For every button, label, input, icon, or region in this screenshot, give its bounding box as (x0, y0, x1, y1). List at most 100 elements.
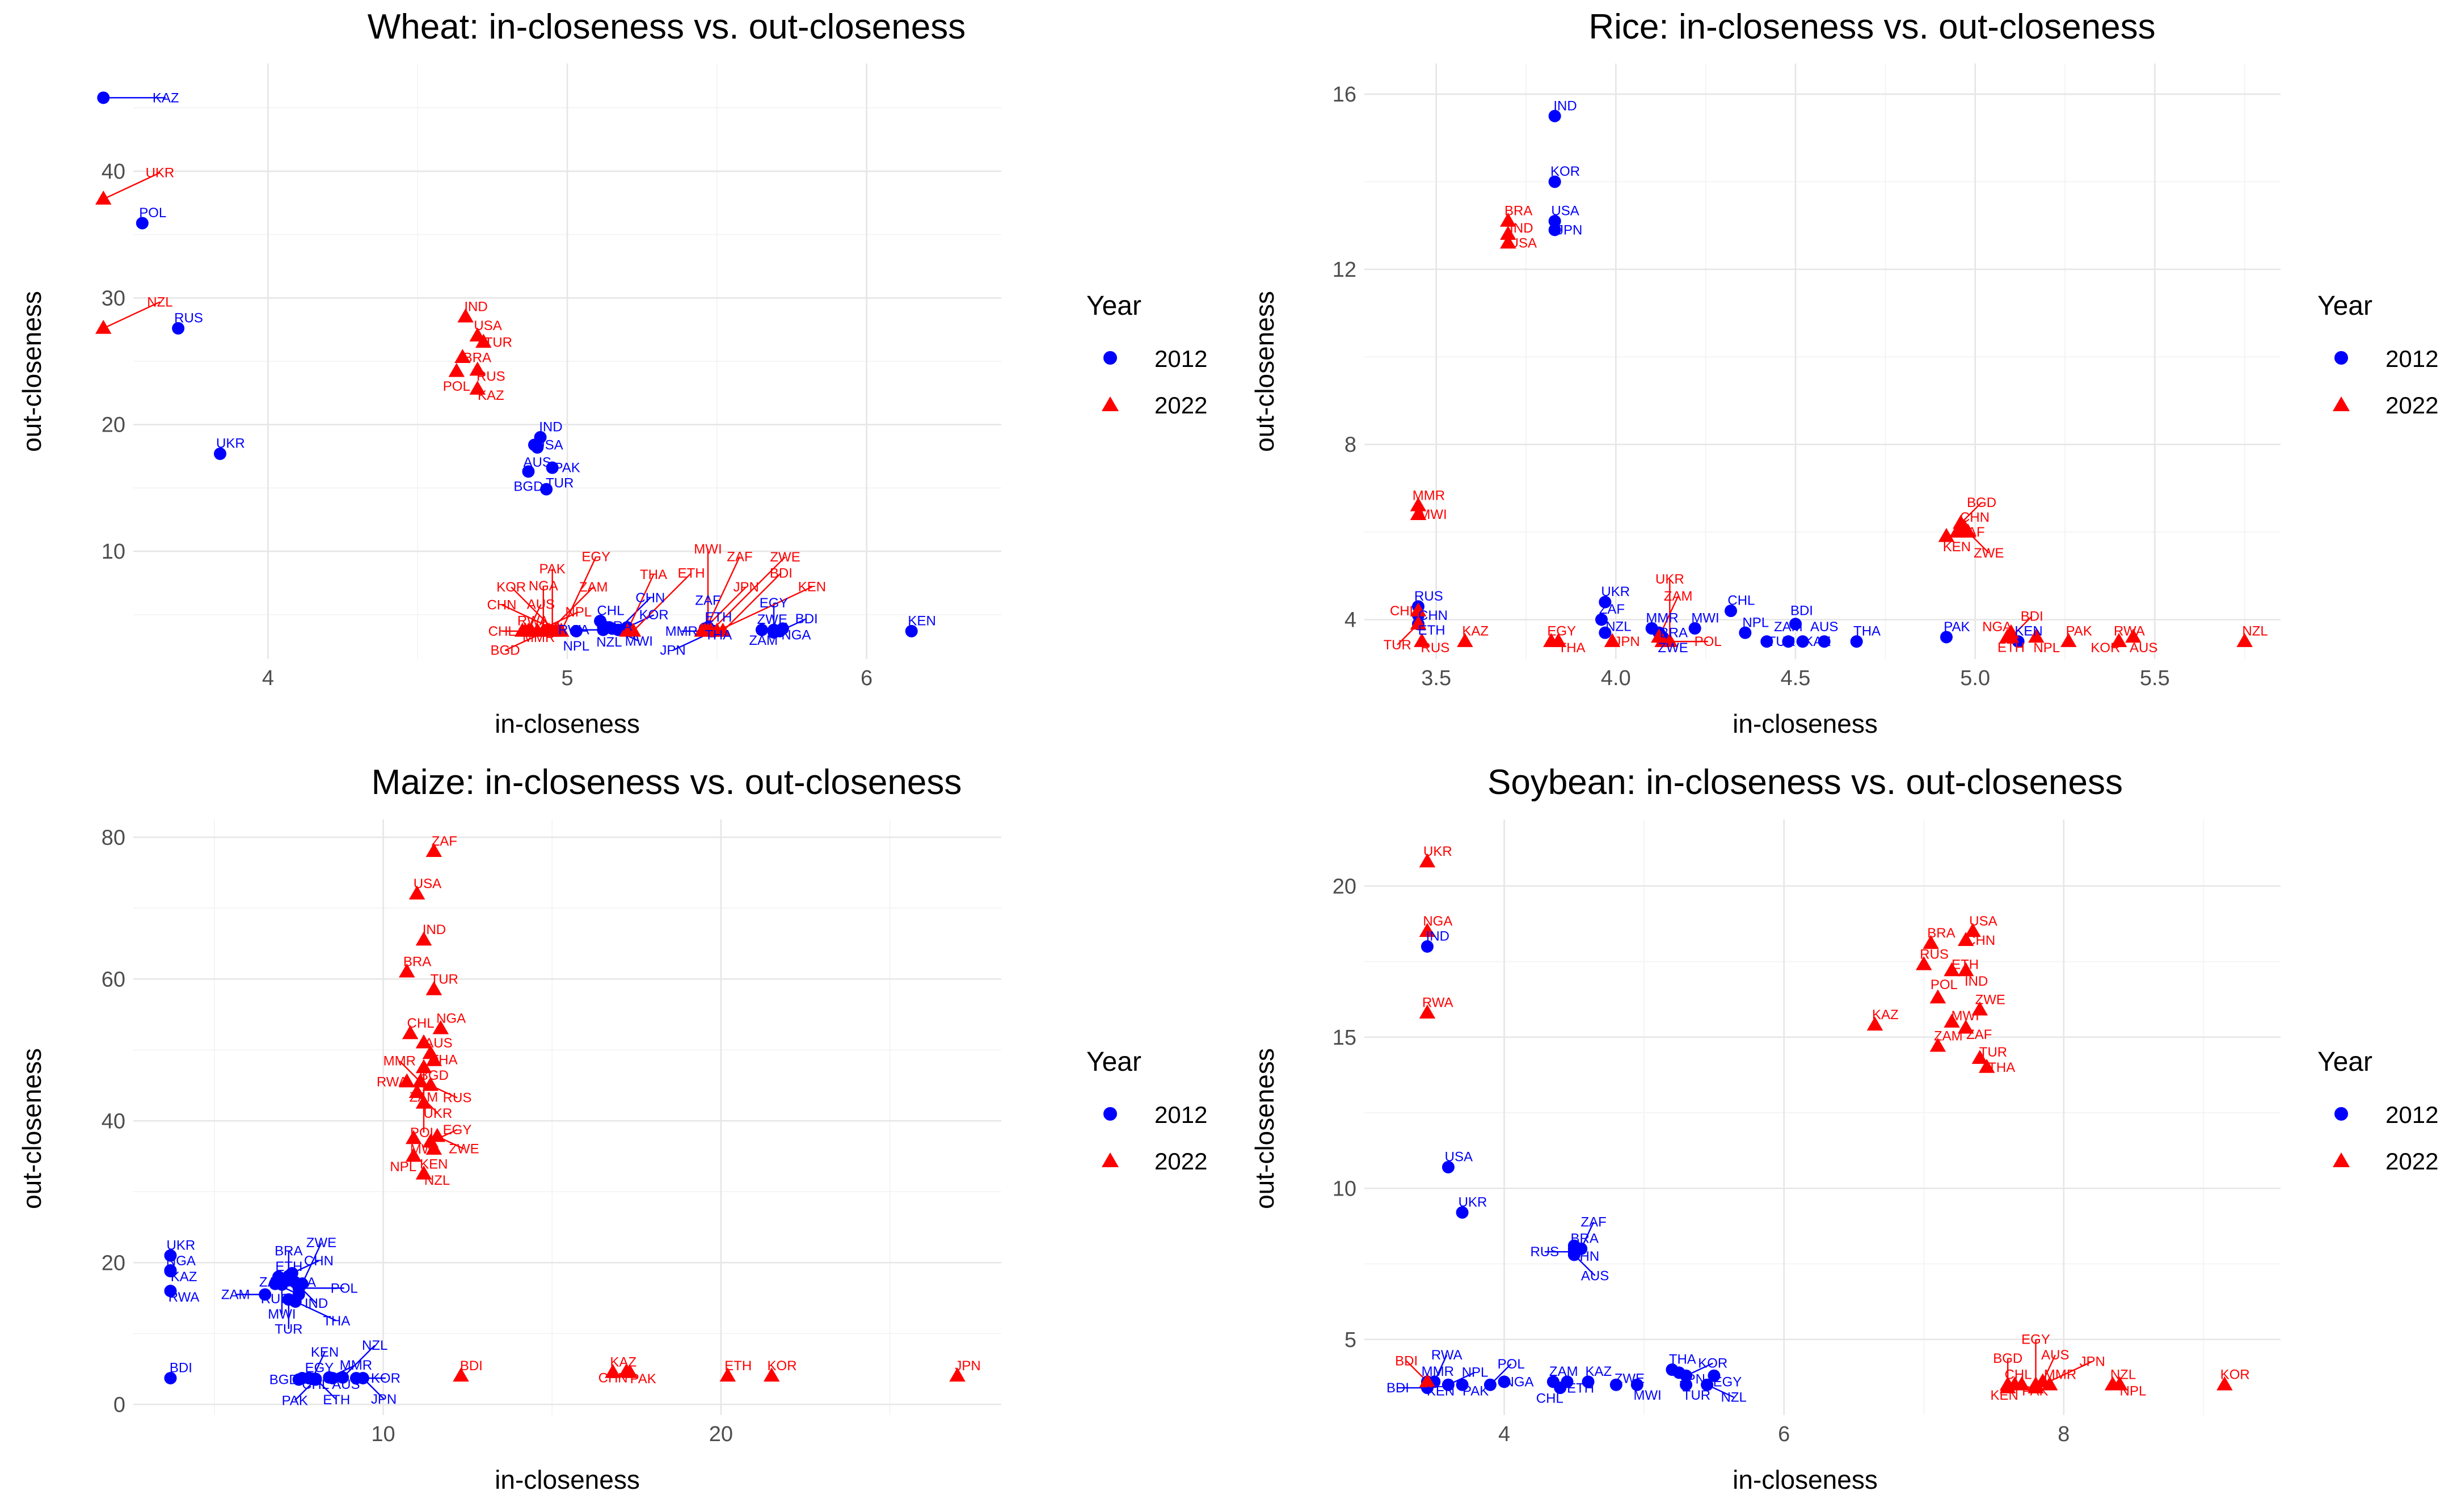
rice-label-2012-jpn: JPN (1557, 222, 1582, 238)
soybean-label-2012-bra: BRA (1571, 1231, 1599, 1246)
soybean-point-2012-npl (1442, 1378, 1455, 1391)
rice-point-2022-jpn (1604, 633, 1621, 647)
maize-point-labels: UKRNGAKAZRWAETHUSACHNRUSBRAMWIINDPOLZWEZ… (166, 834, 981, 1408)
maize-point-2022-bdi (453, 1367, 469, 1382)
maize-label-2012-chn: CHN (304, 1253, 334, 1269)
rice-point-2022-nzl (2236, 633, 2253, 647)
rice-label-2012-kaz: KAZ (1804, 634, 1831, 649)
maize-label-2022-aus: AUS (424, 1036, 452, 1051)
soybean-label-2022-bra: BRA (1927, 926, 1955, 941)
rice-legend-label-2022: 2022 (2385, 392, 2438, 419)
maize-point-2012-zam (259, 1288, 272, 1301)
soybean-legend-key-2022 (2333, 1152, 2350, 1167)
rice-point-2022-kor (2110, 633, 2127, 647)
wheat-label-2022-tur: TUR (484, 335, 512, 350)
maize-point-2022-zam (415, 1059, 432, 1074)
maize-point-2022-rwa (398, 1073, 415, 1088)
soybean-label-2012-bdi: BDI (1386, 1380, 1409, 1396)
rice-x-tick-label: 5.0 (1960, 666, 1990, 690)
wheat-leader-egy (560, 556, 597, 632)
rice-point-2012-ukr (1599, 595, 1612, 609)
rice-point-2022-tha (1550, 633, 1567, 647)
maize-label-2012-bra: BRA (275, 1244, 302, 1259)
maize-label-2022-bra: BRA (403, 954, 431, 969)
soybean-label-2022-jpn: JPN (2080, 1354, 2105, 1370)
rice-point-2022-usa (1500, 234, 1516, 249)
rice-point-2022-bgd (1953, 514, 1969, 529)
soybean-label-2022-usa: USA (1969, 914, 1997, 929)
wheat-y-tick-label: 40 (102, 160, 125, 184)
rice-label-2022-nzl: NZL (2242, 624, 2267, 639)
rice-x-tick-label: 3.5 (1421, 666, 1451, 690)
soybean-chart-title: Soybean: in-closeness vs. out-closeness (1487, 763, 2123, 802)
soybean-label-2012-ukr: UKR (1459, 1195, 1487, 1210)
wheat-label-2012-jpn: JPN (660, 643, 685, 658)
rice-label-2012-eth: ETH (1418, 623, 1445, 638)
maize-legend-key-2012 (1103, 1107, 1117, 1121)
rice-label-2022-zam: ZAM (1664, 589, 1693, 604)
maize-label-2022-jpn: JPN (955, 1358, 980, 1374)
wheat-legend: Year 2012 2022 (1086, 291, 1207, 419)
maize-leader-tha (295, 1300, 337, 1321)
soybean-label-2022-zwe: ZWE (1975, 992, 2005, 1007)
soybean-label-2012-chl: CHL (1536, 1391, 1563, 1406)
rice-label-2012-aus: AUS (1810, 619, 1838, 635)
maize-point-2022-ukr (408, 1084, 425, 1098)
maize-point-2012-kaz (164, 1264, 177, 1277)
maize-point-2022-nzl (415, 1165, 432, 1180)
maize-point-2022-eth (719, 1367, 736, 1382)
wheat-point-2022-pol (448, 362, 465, 377)
wheat-label-2012-eth: ETH (705, 610, 732, 625)
maize-label-2012-rwa: RWA (168, 1290, 200, 1305)
wheat-label-2012-aus: AUS (524, 455, 551, 470)
wheat-label-2012-nga: NGA (781, 627, 811, 643)
maize-label-2022-nga: NGA (436, 1011, 466, 1026)
rice-label-2012-pak: PAK (1944, 619, 1970, 635)
rice-point-2022-mwi (1410, 506, 1427, 520)
maize-x-axis-title: in-closeness (495, 1465, 640, 1494)
maize-point-2012-rwa (164, 1285, 177, 1298)
wheat-point-2012-bgd (522, 465, 535, 478)
maize-legend-title: Year (1086, 1047, 1141, 1077)
soybean-label-2022-tha: THA (1988, 1060, 2015, 1075)
soybean-label-2012-usa: USA (1445, 1150, 1473, 1165)
maize-label-2012-nga: NGA (166, 1253, 196, 1269)
maize-label-2022-zwe: ZWE (449, 1142, 479, 1157)
rice-point-2012-zaf (1595, 613, 1608, 626)
wheat-point-2012-zwe (755, 623, 768, 636)
wheat-label-2012-kor: KOR (639, 607, 669, 623)
maize-label-2022-kaz: KAZ (610, 1355, 637, 1370)
rice-label-2012-kor: KOR (1550, 164, 1580, 179)
rice-point-2012-tha (1850, 635, 1863, 648)
soybean-label-2022-nzl: NZL (2110, 1367, 2136, 1382)
wheat-chart-title: Wheat: in-closeness vs. out-closeness (368, 7, 966, 47)
soybean-label-2012-rwa: RWA (1431, 1348, 1462, 1363)
soybean-label-2012-egy: EGY (1713, 1375, 1742, 1390)
wheat-label-2022-bra: BRA (463, 350, 491, 365)
wheat-label-2022-zaf: ZAF (727, 549, 752, 564)
rice-x-tick-label: 5.5 (2140, 666, 2170, 690)
soybean-y-tick-label: 20 (1333, 875, 1356, 898)
maize-label-2012-zam: ZAM (221, 1287, 250, 1303)
rice-label-2022-rwa: RWA (2114, 624, 2145, 639)
maize-point-2022-zwe (429, 1127, 446, 1142)
rice-point-2022-zwe (1959, 523, 1976, 538)
rice-label-2022-zwe: ZWE (1974, 546, 2004, 561)
rice-legend-label-2012: 2012 (2385, 345, 2438, 372)
soybean-label-2012-jpn: JPN (1680, 1371, 1705, 1387)
soybean-point-2022-mwi (1944, 1013, 1960, 1028)
soybean-label-2022-kaz: KAZ (1872, 1007, 1899, 1023)
soybean-label-2012-ind: IND (1426, 928, 1449, 944)
wheat-point-2022-egy (553, 622, 570, 637)
rice-label-2012-bdi: BDI (1790, 603, 1813, 619)
soybean-point-2022-zam (1929, 1037, 1946, 1052)
soybean-label-2022-egy: EGY (2021, 1332, 2050, 1348)
rice-point-2012-jpn (1548, 223, 1561, 236)
rice-label-2012-ken: KEN (2014, 624, 2042, 639)
rice-label-2022-nga: NGA (1982, 619, 2012, 635)
rice-label-2022-bgd: BGD (1967, 495, 1996, 510)
soybean-label-2022-nga: NGA (1423, 914, 1452, 929)
soybean-label-2022-aus: AUS (2041, 1348, 2069, 1363)
soybean-label-2022-ken: KEN (1990, 1388, 2018, 1403)
